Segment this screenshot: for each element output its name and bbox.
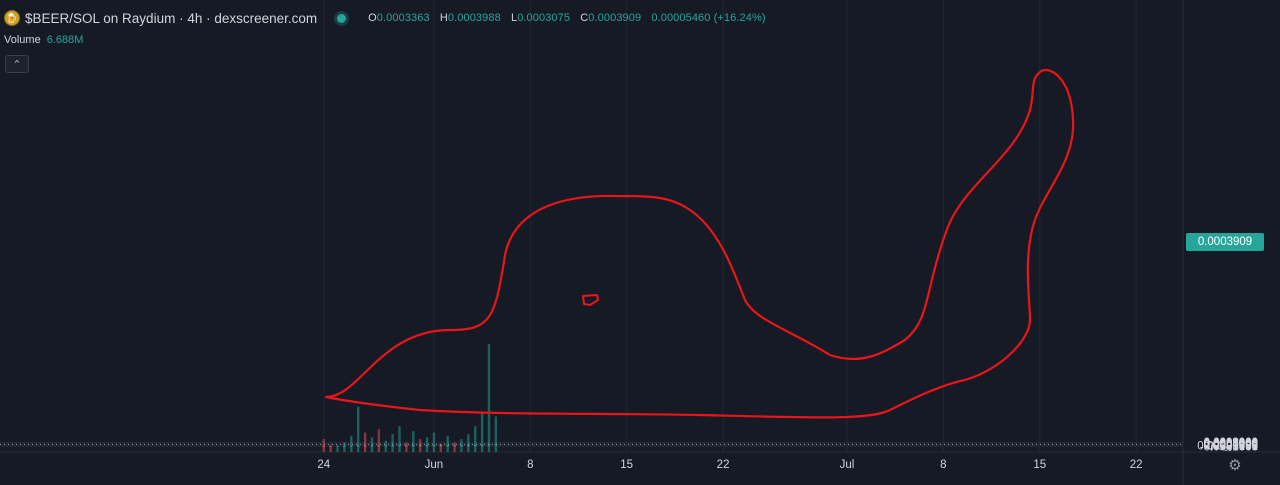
volume-bar	[446, 435, 449, 452]
volume-bar	[391, 434, 394, 452]
open-key: O	[368, 12, 377, 24]
y-tick-label: 0.0009000	[1204, 437, 1258, 449]
volume-bar	[343, 442, 346, 452]
y-tick-label: 0.00009999	[1197, 441, 1258, 453]
candle-body	[412, 445, 415, 447]
chart-settings-button[interactable]: ⚙	[1226, 456, 1244, 474]
volume-bar	[363, 432, 367, 452]
candle-body	[425, 445, 429, 447]
candle-body	[453, 445, 456, 447]
candle-body	[336, 445, 339, 447]
volume-bar	[439, 443, 443, 452]
volume-bar	[453, 442, 456, 452]
y-tick-label: 0.0008000	[1204, 438, 1258, 450]
volume-bars	[322, 344, 498, 452]
last-price-tag: 0.0003909	[1186, 233, 1264, 251]
volume-label: Volume	[4, 34, 41, 46]
candle-body	[370, 445, 374, 447]
collapse-legend-button[interactable]: ⌃	[5, 55, 29, 73]
candle-body	[322, 445, 325, 447]
candle-body	[494, 444, 498, 446]
volume-bar	[322, 439, 325, 452]
candle-body	[460, 445, 463, 447]
volume-bar	[405, 442, 408, 452]
x-tick-label: Jul	[840, 459, 855, 471]
candle-body	[363, 445, 367, 447]
open-value: 0.0003363	[376, 12, 430, 24]
gear-icon: ⚙	[1228, 457, 1242, 474]
market-status-icon	[337, 13, 347, 23]
ohlc-values: O0.0003363 H0.0003988 L0.0003075 C0.0003…	[368, 12, 772, 24]
candle-body	[356, 445, 360, 447]
beer-token-icon: 🍺	[4, 10, 20, 26]
y-tick-label: 0.0004999	[1204, 439, 1258, 451]
drawing-outline	[324, 69, 1075, 419]
candle-body	[467, 445, 470, 447]
chart-legend: 🍺 $BEER/SOL on Raydium · 4h · dexscreene…	[4, 9, 773, 27]
candle-body	[474, 444, 477, 446]
close-key: C	[580, 12, 589, 24]
x-tick-label: Jun	[425, 459, 444, 471]
candle-body	[439, 445, 443, 447]
low-value: 0.0003075	[517, 12, 571, 24]
volume-bar	[350, 435, 353, 452]
y-tick-label: -0.0001000	[1200, 441, 1258, 453]
high-key: H	[439, 12, 448, 24]
candle-body	[350, 445, 353, 447]
volume-value: 6.688M	[46, 34, 84, 46]
volume-bar	[432, 432, 436, 452]
drawing-eye	[582, 294, 599, 306]
candle-body	[418, 445, 422, 447]
candle-body	[391, 445, 394, 447]
candle-body	[487, 444, 491, 446]
x-tick-label: 15	[620, 459, 633, 471]
volume-bar	[425, 437, 429, 452]
time-axis: 24 Jun 8 15 22 Jul 8 15 22	[0, 451, 1280, 471]
y-tick-label: 0.0007000	[1204, 438, 1258, 450]
candle-body	[405, 445, 408, 447]
volume-legend: Volume 6.688M	[4, 34, 83, 46]
y-tick-label: 0.0002999	[1204, 440, 1258, 452]
candle-body	[432, 445, 436, 447]
volume-bar	[370, 437, 374, 452]
chevron-up-icon: ⌃	[12, 58, 22, 71]
volume-bar	[356, 406, 360, 452]
x-tick-label: 8	[527, 459, 533, 471]
candle-body	[398, 445, 401, 447]
candle-body	[384, 445, 387, 447]
y-tick-label: -0.0₁₉8131	[1204, 441, 1258, 453]
y-tick-label: 0.0006000	[1204, 438, 1258, 450]
chart-grid	[0, 0, 1183, 452]
low-key: L	[510, 12, 518, 24]
volume-bar	[474, 426, 477, 452]
x-tick-label: 24	[317, 459, 330, 471]
x-tick-label: 8	[940, 459, 946, 471]
volume-bar	[336, 447, 339, 452]
y-tick-label: 0.0001999	[1204, 440, 1258, 452]
volume-bar	[329, 445, 332, 452]
candle-body	[343, 445, 346, 447]
candle-body	[377, 445, 381, 447]
candle-body	[446, 445, 449, 447]
chart-title: $BEER/SOL on Raydium · 4h · dexscreener.…	[25, 10, 318, 26]
close-value: 0.0003909	[588, 12, 642, 24]
volume-bar	[480, 413, 484, 452]
freehand-drawing	[324, 69, 1075, 419]
price-axis: 0.00090000.00080000.00070000.00060000.00…	[1182, 0, 1258, 485]
volume-bar	[494, 416, 498, 452]
change-value: 0.00005460 (+16.24%)	[651, 12, 766, 24]
high-value: 0.0003988	[447, 12, 501, 24]
x-tick-label: 22	[717, 459, 730, 471]
candle-body	[329, 445, 332, 447]
volume-bar	[377, 429, 381, 452]
candle-body	[480, 444, 484, 446]
volume-bar	[398, 426, 401, 452]
volume-bar	[467, 434, 470, 452]
volume-bar	[487, 344, 491, 452]
x-tick-label: 15	[1033, 459, 1046, 471]
candlesticks	[322, 444, 498, 447]
volume-bar	[412, 431, 415, 452]
x-tick-label: 22	[1130, 459, 1143, 471]
